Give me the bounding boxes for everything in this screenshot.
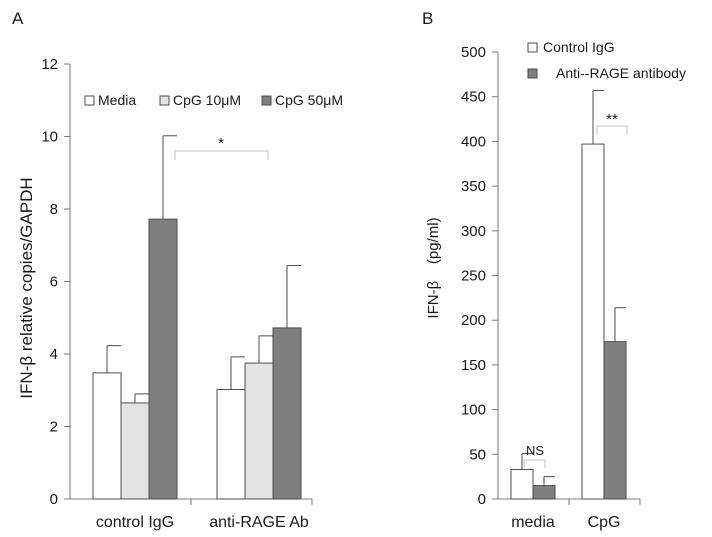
panel-b-y-tick-label: 250 xyxy=(461,268,486,285)
panel-a-legend: Media CpG 10μM CpG 50μM xyxy=(84,92,343,108)
panel-a-bar xyxy=(148,218,178,500)
panel-b-legend-label: Control IgG xyxy=(543,39,615,55)
panel-b-legend: Control IgG Anti--RAGE antibody xyxy=(527,39,686,81)
panel-a-y-tick-label: 2 xyxy=(50,419,58,436)
panel-b-y-tick-label: 50 xyxy=(469,446,486,463)
panel-b-y-tick-label: 500 xyxy=(461,44,486,61)
panel-a-x-tick-label: control IgG xyxy=(96,514,174,531)
panel-a-y-tick-label: 10 xyxy=(41,129,58,146)
panel-b-y-tick-label: 300 xyxy=(461,223,486,240)
panel-a-legend-label: Media xyxy=(98,92,136,108)
panel-a-y-tick-label: 4 xyxy=(50,346,58,363)
panel-b: B 0 50 100 150 200 250 300 350 400 450 500 IFN-β (… xyxy=(422,9,686,531)
panel-b-y-tick-label: 0 xyxy=(478,491,486,508)
panel-a-y-tick-label: 0 xyxy=(50,491,58,508)
panel-b-ns-label: NS xyxy=(526,443,544,458)
panel-b-significance-label: ** xyxy=(606,111,618,128)
panel-b-y-tick-label: 450 xyxy=(461,89,486,106)
panel-b-y-tick-label: 350 xyxy=(461,178,486,195)
panel-a-y-tick-label: 6 xyxy=(50,274,58,291)
panel-b-label: B xyxy=(422,9,433,28)
panel-b-legend-swatch xyxy=(527,42,538,53)
panel-b-x-tick-label: CpG xyxy=(588,514,621,531)
panel-a-bar xyxy=(272,327,302,500)
panel-a-y-tick-label: 12 xyxy=(41,56,58,73)
panel-b-y-axis-label: IFN-β (pg/ml) xyxy=(425,217,442,318)
panel-a-bar xyxy=(244,362,274,500)
panel-b-legend-swatch xyxy=(527,68,538,79)
panel-a-bar xyxy=(92,372,122,500)
panel-a-significance-label: * xyxy=(218,135,224,152)
panel-a-legend-swatch xyxy=(159,95,170,106)
panel-b-x-tick-label: media xyxy=(511,514,555,531)
panel-b-bar xyxy=(581,143,605,500)
panel-b-bar xyxy=(510,468,534,500)
panel-b-ns-bracket xyxy=(523,459,546,468)
panel-a-y-axis-label: IFN-β relative copies/GAPDH xyxy=(17,177,36,398)
panel-b-y-tick-label: 400 xyxy=(461,133,486,150)
panel-a-legend-label: CpG 10μM xyxy=(173,92,241,108)
panel-b-significance-bracket xyxy=(596,125,628,135)
panel-a-y-tick-label: 8 xyxy=(50,201,58,218)
panel-b-y-tick-label: 150 xyxy=(461,357,486,374)
panel-b-bar xyxy=(532,485,556,500)
panel-a-legend-swatch xyxy=(261,95,272,106)
panel-a-legend-swatch xyxy=(84,95,95,106)
panel-a-bar xyxy=(216,389,246,500)
panel-b-legend-label: Anti--RAGE antibody xyxy=(556,65,686,81)
panel-a-bar xyxy=(120,402,150,500)
panel-b-bar xyxy=(603,341,627,500)
panel-a-label: A xyxy=(12,9,24,28)
panel-b-y-tick-label: 100 xyxy=(461,402,486,419)
panel-a-x-tick-label: anti-RAGE Ab xyxy=(209,514,309,531)
panel-a-significance-bracket xyxy=(174,150,269,160)
panel-a-legend-label: CpG 50μM xyxy=(275,92,343,108)
panel-b-y-tick-label: 200 xyxy=(461,312,486,329)
